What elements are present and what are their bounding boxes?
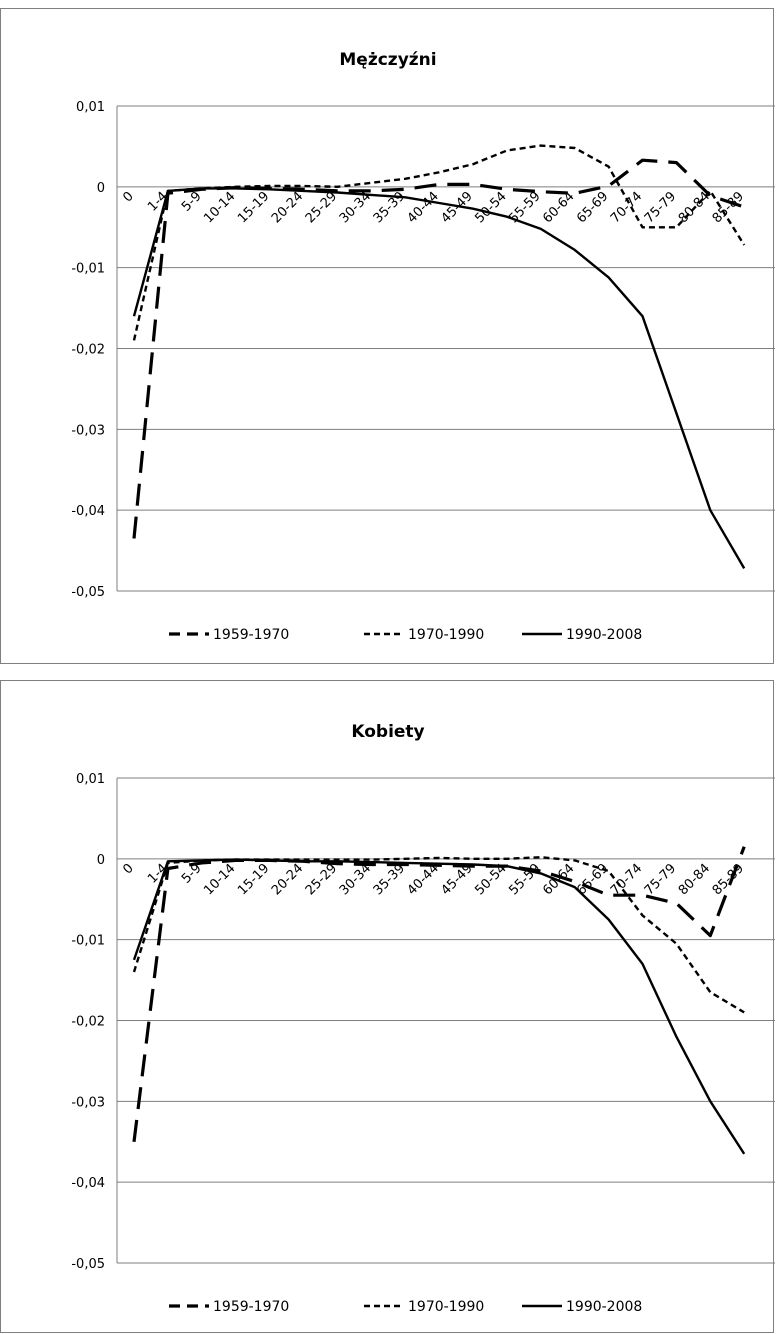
x-tick-label: 0: [120, 189, 136, 205]
x-tick-label: 20-24: [269, 189, 306, 226]
chart-women-svg: Kobiety 0,01 0 -0,01 -0,02 -0,03 -0,04 -0,05 0…: [71, 722, 775, 1315]
legend-label: 1959-1970: [213, 1299, 289, 1315]
x-tick-label: 5-9: [179, 189, 205, 215]
y-tick-labels: 0,01 0 -0,01 -0,02 -0,03 -0,04 -0,05: [71, 772, 105, 1272]
chart-women: Kobiety 0,01 0 -0,01 -0,02 -0,03 -0,04 -0,05 0…: [0, 680, 775, 1333]
gridlines: [117, 777, 775, 1264]
series-line-2: [132, 187, 746, 570]
y-tick-label: -0,02: [71, 1015, 105, 1030]
x-tick-label: 25-29: [303, 861, 340, 898]
legend: 1959-1970 1970-1990 1990-2008: [169, 1299, 642, 1315]
legend-label: 1959-1970: [213, 627, 289, 643]
x-tick-label: 15-19: [235, 189, 272, 226]
x-tick-label: 20-24: [269, 861, 306, 898]
x-tick-label: 55-59: [506, 189, 543, 226]
y-tick-label: -0,03: [71, 423, 105, 438]
y-tick-label: -0,04: [71, 1176, 105, 1191]
y-tick-label: -0,05: [71, 585, 105, 600]
x-tick-label: 0: [120, 861, 136, 877]
x-tick-label: 75-79: [642, 189, 679, 226]
x-tick-label: 70-74: [608, 189, 645, 226]
chart-title: Kobiety: [351, 722, 424, 742]
series-lines: [132, 846, 746, 1155]
legend-label: 1990-2008: [566, 1299, 642, 1315]
y-tick-labels: 0,01 0 -0,01 -0,02 -0,03 -0,04 -0,05: [71, 100, 105, 600]
y-tick-label: 0: [97, 181, 105, 196]
y-tick-label: -0,01: [71, 934, 105, 949]
x-tick-label: 85-89: [710, 861, 747, 898]
x-tick-label: 80-84: [676, 861, 713, 898]
legend-label: 1970-1990: [408, 1299, 484, 1315]
y-tick-label: -0,02: [71, 343, 105, 358]
legend-label: 1990-2008: [566, 627, 642, 643]
y-tick-label: -0,03: [71, 1095, 105, 1110]
x-tick-label: 40-44: [405, 189, 442, 226]
x-tick-label: 10-14: [201, 189, 238, 226]
chart-title: Mężczyźni: [339, 50, 436, 70]
y-tick-label: -0,05: [71, 1257, 105, 1272]
chart-men: Mężczyźni 0,01 0 -0,01 -0,02 -0,03 -0,04 -0,05…: [0, 8, 775, 664]
x-tick-label: 50-54: [472, 189, 509, 226]
legend-label: 1970-1990: [408, 627, 484, 643]
x-tick-label: 30-34: [337, 861, 374, 898]
x-tick-label: 10-14: [201, 861, 238, 898]
x-tick-labels: 0 1-4 5-910-1415-1920-2425-2930-3435-3940-…: [120, 189, 747, 226]
x-tick-label: 75-79: [642, 861, 679, 898]
y-tick-label: -0,01: [71, 262, 105, 277]
y-tick-label: 0,01: [76, 772, 105, 787]
x-tick-label: 65-69: [574, 189, 611, 226]
series-line-1: [132, 144, 746, 341]
y-tick-label: 0: [97, 853, 105, 868]
chart-men-svg: Mężczyźni 0,01 0 -0,01 -0,02 -0,03 -0,04 -0,05…: [71, 50, 775, 643]
gridlines: [117, 105, 775, 592]
x-tick-label: 60-64: [540, 189, 577, 226]
series-line-2: [132, 858, 746, 1155]
x-tick-label: 25-29: [303, 189, 340, 226]
y-tick-label: -0,04: [71, 504, 105, 519]
y-tick-label: 0,01: [76, 100, 105, 115]
legend: 1959-1970 1970-1990 1990-2008: [169, 627, 642, 643]
x-tick-label: 15-19: [235, 861, 272, 898]
x-tick-label: 35-39: [371, 861, 408, 898]
series-lines: [132, 144, 746, 570]
